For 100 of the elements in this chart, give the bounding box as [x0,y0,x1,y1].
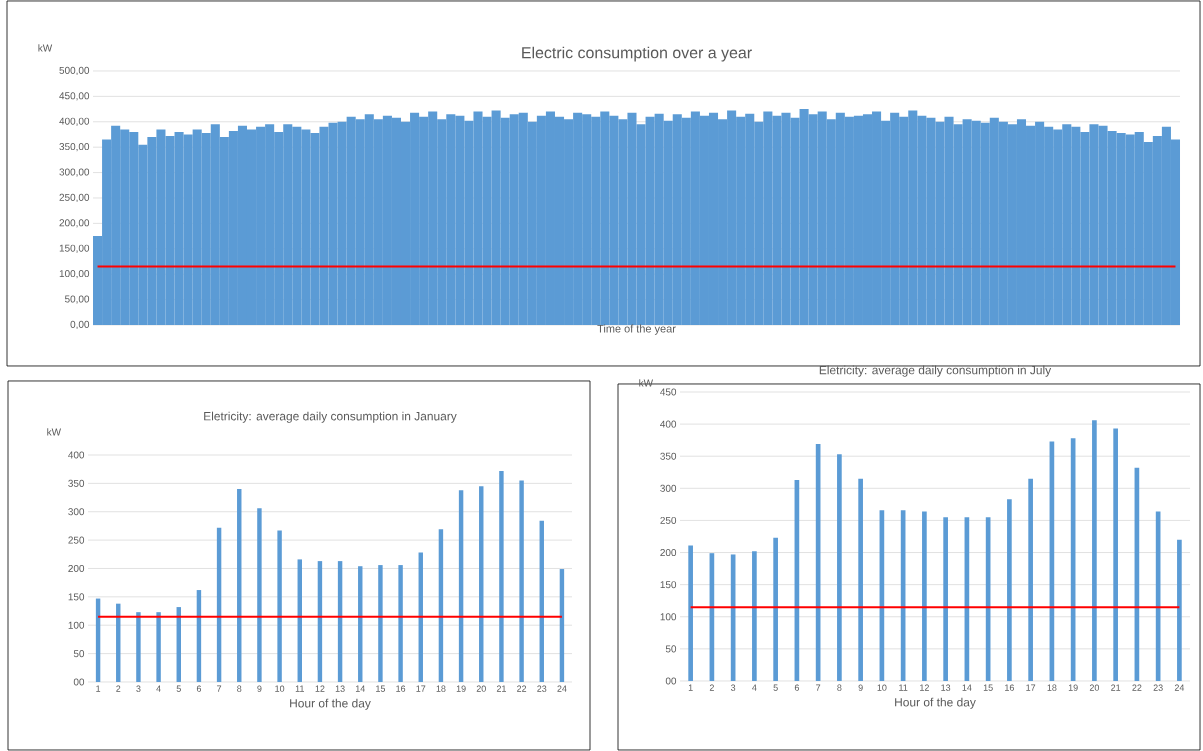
x-tick-label: 5 [773,684,778,691]
x-axis-title: Time of the year [597,324,676,335]
x-tick-label: 12 [315,685,325,692]
x-tick-label: 3 [136,685,141,692]
x-tick-label: 15 [983,684,993,691]
y-tick-label: 0,00 [70,320,90,330]
x-tick-label: 7 [217,685,222,692]
y-tick-label: 300 [660,484,677,492]
x-tick-label: 21 [496,685,506,692]
x-tick-label: 5 [176,685,181,692]
x-tick-label: 7 [816,684,821,691]
y-tick-label: 350 [68,479,85,487]
x-tick-label: 9 [858,684,863,691]
y-tick-label: 50 [665,645,677,653]
y-tick-label: 200 [68,564,85,573]
y-tick-label: 150 [660,581,677,589]
x-tick-label: 4 [156,685,161,692]
x-tick-label: 14 [355,685,365,692]
y-tick-label: 50,00 [64,295,90,304]
y-tick-label: 250,00 [59,193,90,203]
y-tick-label: 150 [68,593,85,601]
bar [378,565,383,682]
y-tick-label: 100 [660,613,677,621]
y-tick-label: 200,00 [59,219,90,228]
y-axis-title: kW [47,428,61,436]
y-tick-label: 450 [660,388,677,396]
bar [1177,539,1182,681]
y-tick-label: 450,00 [59,92,90,101]
x-tick-label: 24 [1174,684,1185,691]
x-tick-label: 20 [1089,684,1100,691]
bar [257,508,262,682]
x-tick-label: 16 [1005,684,1014,691]
x-tick-label: 6 [196,685,202,692]
bar [943,517,948,681]
chart-title: Eletricity: average daily consumption in January [204,411,457,423]
x-tick-label: 11 [295,685,304,692]
x-tick-label: 6 [794,684,799,691]
x-tick-label: 10 [877,684,887,691]
x-tick-label: 19 [1068,684,1078,691]
x-tick-label: 20 [476,685,486,692]
bar [398,565,403,682]
bar [752,551,757,681]
x-tick-label: 17 [416,685,426,692]
x-tick-label: 19 [456,685,466,692]
chart-title: Electric consumption over a year [522,46,752,62]
x-tick-label: 16 [396,685,406,692]
x-tick-label: 1 [688,684,693,691]
bar [136,612,141,682]
bar [499,470,504,682]
x-tick-label: 18 [1047,684,1057,691]
y-tick-label: 250 [68,536,85,544]
bar [1113,428,1118,681]
y-tick-label: 300,00 [59,168,90,177]
y-axis-title: kW [38,44,53,52]
bar [277,530,282,682]
x-tick-label: 22 [517,685,527,692]
bar [519,480,524,682]
x-tick-label: 9 [257,685,262,692]
x-tick-label: 21 [1111,684,1121,691]
x-tick-label: 13 [941,684,951,691]
x-tick-label: 2 [116,685,121,692]
y-tick-label: 400,00 [59,117,90,126]
y-tick-label: 400 [68,451,85,459]
x-tick-label: 22 [1132,684,1142,691]
x-tick-label: 3 [730,684,736,691]
y-tick-label: 350 [660,452,677,460]
bar [1028,478,1033,681]
x-tick-label: 11 [899,684,908,691]
x-tick-label: 10 [275,685,285,692]
x-axis-title: Hour of the day [895,697,976,709]
x-tick-label: 18 [436,685,446,692]
bar [837,454,842,681]
y-tick-label: 400 [660,420,677,428]
y-tick-label: 350,00 [59,143,90,152]
x-tick-label: 15 [376,685,386,692]
bar [156,612,161,682]
bar [1092,420,1097,681]
x-tick-label: 24 [557,685,567,692]
bar [1007,499,1012,681]
x-tick-label: 12 [920,684,929,691]
x-tick-label: 23 [537,685,547,692]
x-tick-label: 4 [752,684,757,691]
y-tick-label: 00 [73,678,85,686]
bar [922,511,927,681]
y-tick-label: 500,00 [59,66,90,76]
y-axis-title: kW [639,379,653,387]
y-tick-label: 50 [73,650,85,658]
x-tick-label: 8 [837,684,842,691]
bar [773,537,778,681]
x-tick-label: 1 [96,685,101,692]
bar [688,545,693,681]
y-tick-label: 00 [665,677,677,685]
y-tick-label: 100 [68,621,85,629]
y-tick-label: 100,00 [59,270,90,279]
y-tick-label: 150,00 [59,244,90,253]
x-tick-label: 13 [335,685,345,692]
chart-title: Eletricity: average daily consumption in July [819,365,1052,377]
x-tick-label: 17 [1026,684,1036,691]
x-tick-label: 8 [237,685,242,692]
x-tick-label: 23 [1153,684,1163,691]
